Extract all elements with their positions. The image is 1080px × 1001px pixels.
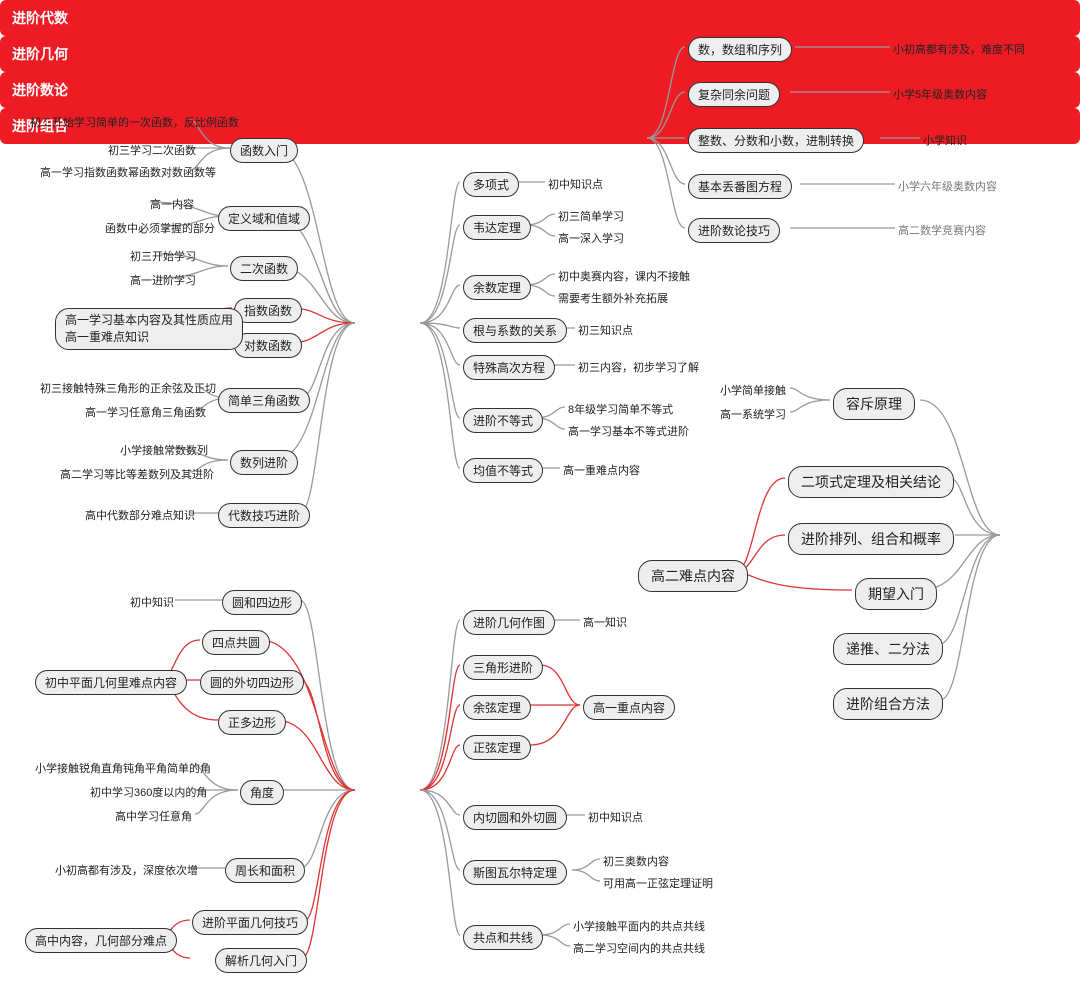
node-incl-excl: 容斥原理 [833,388,915,420]
node-vieta: 韦达定理 [463,215,531,240]
note: 高二学习等比等差数列及其进阶 [60,466,214,482]
note: 初三内容，初步学习了解 [578,359,699,375]
note: 初三奥数内容 [603,853,669,869]
node-construct: 进阶几何作图 [463,610,555,635]
note-tri-group: 高一重点内容 [583,695,675,720]
node-trig: 简单三角函数 [218,388,310,413]
note: 高二学习空间内的共点共线 [573,940,705,956]
node-four-pts: 四点共圆 [202,630,270,655]
node-adv-tri: 三角形进阶 [463,655,543,680]
note: 函数中必须掌握的部分 [105,220,215,236]
note: 高一学习基本不等式进阶 [568,423,689,439]
node-remainder: 余数定理 [463,275,531,300]
node-expect: 期望入门 [855,578,937,610]
note: 初中学习360度以内的角 [90,784,207,800]
node-int-frac: 整数、分数和小数，进制转换 [688,128,864,153]
node-adv-ineq: 进阶不等式 [463,408,543,433]
node-fn-intro: 函数入门 [230,138,298,163]
note: 高一进阶学习 [130,272,196,288]
note: 高一重难点内容 [563,462,640,478]
root-algebra: 进阶代数 [0,0,1080,36]
note: 需要考生额外补充拓展 [558,290,668,306]
note: 初中知识 [130,594,174,610]
note: 初三简单学习 [558,208,624,224]
node-tangent-quad: 圆的外切四边形 [200,670,304,695]
node-dioph: 基本丢番图方程 [688,174,792,199]
node-analytic: 解析几何入门 [215,948,307,973]
node-seq: 数列进阶 [230,450,298,475]
node-cos-law: 余弦定理 [463,695,531,720]
node-circ-quad: 圆和四边形 [222,590,302,615]
note: 初中奥赛内容，课内不接触 [558,268,690,284]
note: 初三知识点 [578,322,633,338]
note: 小学简单接触 [720,382,786,398]
note: 小初高都有涉及，难度不同 [893,41,1025,57]
node-perm: 进阶排列、组合和概率 [788,523,954,555]
note-pair-geom: 高中内容，几何部分难点 [25,928,177,953]
node-stewart: 斯图瓦尔特定理 [463,860,567,885]
note: 高中代数部分难点知识 [85,507,195,523]
note: 初中知识点 [548,176,603,192]
node-recur: 递推、二分法 [833,633,943,665]
note: 初二开始学习简单的一次函数，反比例函数 [30,114,239,130]
note: 小初高都有涉及，深度依次增 [55,862,198,878]
node-binom: 二项式定理及相关结论 [788,466,954,498]
node-in-out: 内切圆和外切圆 [463,805,567,830]
node-mean-ineq: 均值不等式 [463,458,543,483]
node-tricks: 代数技巧进阶 [218,503,310,528]
note: 高一内容 [150,196,194,212]
note: 高一系统学习 [720,406,786,422]
note: 小学接触锐角直角钝角平角简单的角 [35,760,211,776]
node-regular: 正多边形 [218,710,286,735]
node-quad: 二次函数 [230,256,298,281]
node-adv-plane: 进阶平面几何技巧 [192,910,308,935]
node-poly: 多项式 [463,172,519,197]
node-root-coef: 根与系数的关系 [463,318,567,343]
node-num-tricks: 进阶数论技巧 [688,218,780,243]
node-exp: 指数函数 [234,298,302,323]
node-sin-law: 正弦定理 [463,735,531,760]
node-methods: 进阶组合方法 [833,688,943,720]
note: 高一学习任意角三角函数 [85,404,206,420]
node-congr: 复杂同余问题 [688,82,780,107]
node-angle: 角度 [240,780,284,805]
node-domain: 定义域和值域 [218,206,310,231]
note: 高二数学竞赛内容 [898,222,986,238]
note: 初三接触特殊三角形的正余弦及正切 [40,380,216,396]
node-num-seq: 数，数组和序列 [688,37,792,62]
note: 高一深入学习 [558,230,624,246]
note: 初三开始学习 [130,248,196,264]
node-special-eq: 特殊高次方程 [463,355,555,380]
note: 小学知识 [923,132,967,148]
note: 小学接触平面内的共点共线 [573,918,705,934]
note: 小学六年级奥数内容 [898,178,997,194]
note: 高一知识 [583,614,627,630]
node-peri-area: 周长和面积 [225,858,305,883]
note: 小学5年级奥数内容 [893,86,987,102]
note: 小学接触常数数列 [120,442,208,458]
note: 8年级学习简单不等式 [568,401,673,417]
note: 可用高一正弦定理证明 [603,875,713,891]
note-group-geom: 初中平面几何里难点内容 [35,670,187,695]
node-log: 对数函数 [234,333,302,358]
note-explog: 高一学习基本内容及其性质应用高一重难点知识 [55,308,243,350]
note: 高一学习指数函数幂函数对数函数等 [40,164,216,180]
node-concur: 共点和共线 [463,925,543,950]
note: 初三学习二次函数 [108,142,196,158]
note-combo-group: 高二难点内容 [638,560,748,592]
note: 初中知识点 [588,809,643,825]
note: 高中学习任意角 [115,808,192,824]
